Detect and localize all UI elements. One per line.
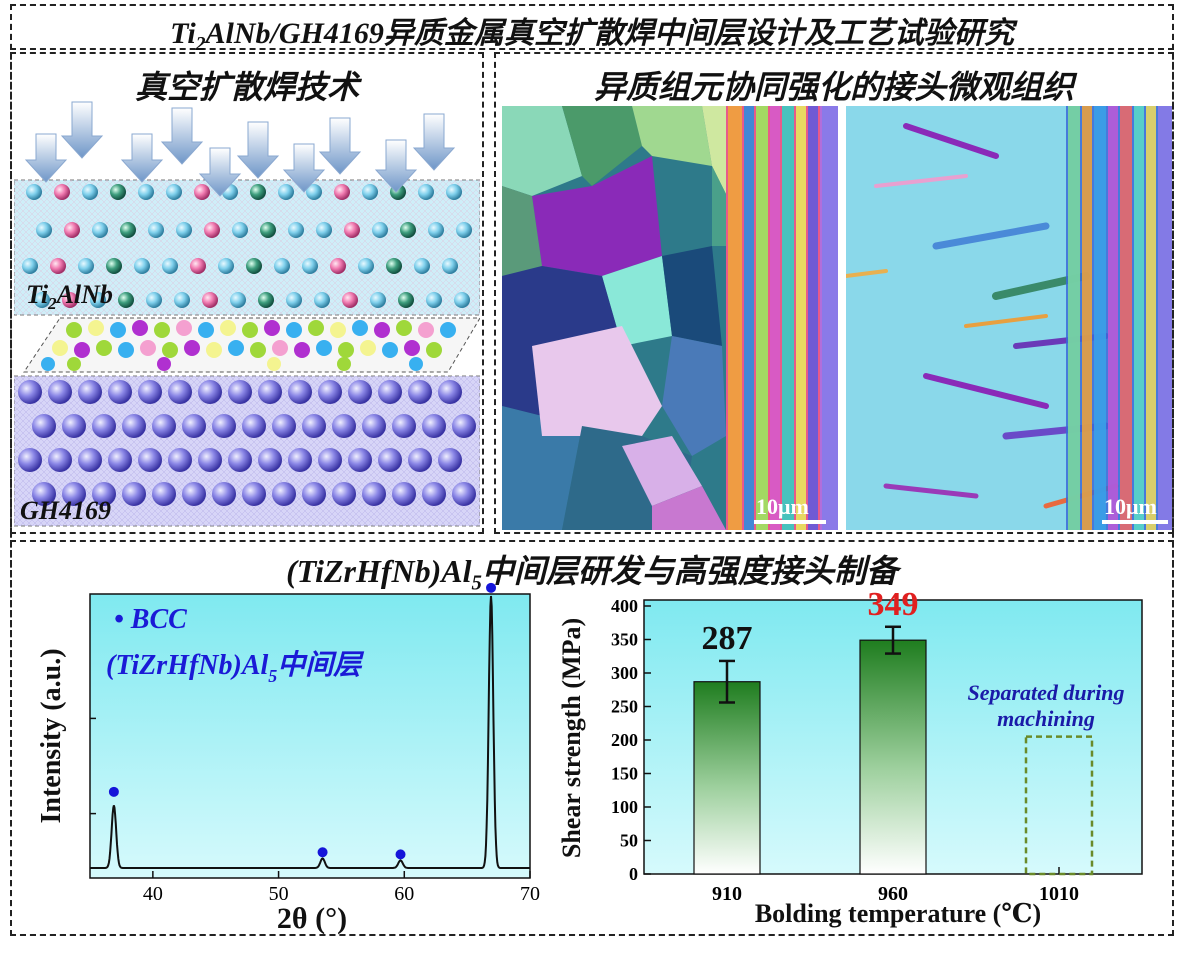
xrd-legend-bcc: • BCC xyxy=(114,604,187,635)
scale-bar-right-line xyxy=(1102,520,1168,524)
xrd-pattern-line xyxy=(90,595,530,869)
bar-annotation-line1: Separated during xyxy=(967,680,1124,705)
bar-y-tick-label: 100 xyxy=(611,797,638,817)
pressure-arrows xyxy=(24,101,456,197)
xrd-chart: 40 50 60 70 • BCC (TiZrHfNb)Al5中间层 Intensit… xyxy=(36,582,540,935)
atomic-layer-illustration xyxy=(14,101,480,527)
scale-bar-left-label: 10μm xyxy=(756,494,809,519)
shear-bar xyxy=(859,639,927,875)
bar-value-label: 287 xyxy=(702,620,753,657)
bar-x-tick-label: 910 xyxy=(712,883,742,905)
xrd-peak-marker xyxy=(395,849,406,860)
ebsd-map-right xyxy=(846,106,1172,530)
shear-bar xyxy=(693,681,761,875)
xrd-y-axis-label: Intensity (a.u.) xyxy=(36,648,67,823)
bar-y-tick-label: 0 xyxy=(629,864,638,884)
xrd-x-axis-label: 2θ (°) xyxy=(277,902,347,935)
ebsd-map-left xyxy=(502,106,838,530)
bar-y-tick-label: 300 xyxy=(611,663,638,683)
main-title: Ti2AlNb/GH4169异质金属真空扩散焊中间层设计及工艺试验研究 xyxy=(170,17,1014,55)
bar-y-tick-label: 200 xyxy=(611,730,638,750)
panel-bottom-title: (TiZrHfNb)Al5中间层研发与高强度接头制备 xyxy=(286,553,898,595)
panel-right-frame xyxy=(494,52,1174,534)
panel-right-title: 异质组元协同强化的接头微观组织 xyxy=(593,69,1074,105)
xrd-plot-area xyxy=(89,593,531,879)
bar-y-tick-label: 50 xyxy=(620,831,638,851)
separated-placeholder-bar xyxy=(1024,735,1094,876)
bar-y-tick-label: 150 xyxy=(611,764,638,784)
xrd-x-tick-label: 50 xyxy=(269,883,289,905)
bar-y-tick-label: 400 xyxy=(611,596,638,616)
top-slab-atoms xyxy=(22,184,472,308)
bar-x-tick-label: 1010 xyxy=(1039,883,1079,905)
bar-x-tick-label: 960 xyxy=(878,883,908,905)
bottom-slab-atoms xyxy=(18,380,476,506)
panel-left-frame xyxy=(10,52,484,534)
bar-y-axis-label: Shear strength (MPa) xyxy=(557,618,586,858)
bar-y-tick-label: 350 xyxy=(611,630,638,650)
shear-strength-chart: 0 50 100 150 200 250 300 350 400 910 960 1010 287 34… xyxy=(557,586,1143,928)
bottom-layer-label: GH4169 xyxy=(20,496,111,525)
bar-y-tick-label: 250 xyxy=(611,697,638,717)
panel-bottom-frame xyxy=(10,540,1174,936)
xrd-legend-interlayer: (TiZrHfNb)Al5中间层 xyxy=(106,650,364,686)
xrd-peak-marker xyxy=(486,582,497,593)
bar-annotation-line2: machining xyxy=(997,706,1095,731)
top-layer-label: Ti2AlNb xyxy=(26,280,113,314)
scale-bar-right-label: 10μm xyxy=(1104,494,1157,519)
xrd-x-tick-label: 60 xyxy=(394,883,414,905)
xrd-x-tick-label: 70 xyxy=(520,883,540,905)
xrd-peak-marker xyxy=(108,786,119,797)
xrd-peak-marker xyxy=(317,847,328,858)
xrd-x-tick-label: 40 xyxy=(143,883,163,905)
title-box xyxy=(10,4,1174,50)
bar-x-axis-label: Bolding temperature (℃) xyxy=(755,899,1041,928)
bar-value-label: 349 xyxy=(868,586,919,623)
interlayer-atoms xyxy=(41,320,456,371)
scale-bar-left-line xyxy=(754,520,826,524)
panel-left-title: 真空扩散焊技术 xyxy=(134,69,359,105)
